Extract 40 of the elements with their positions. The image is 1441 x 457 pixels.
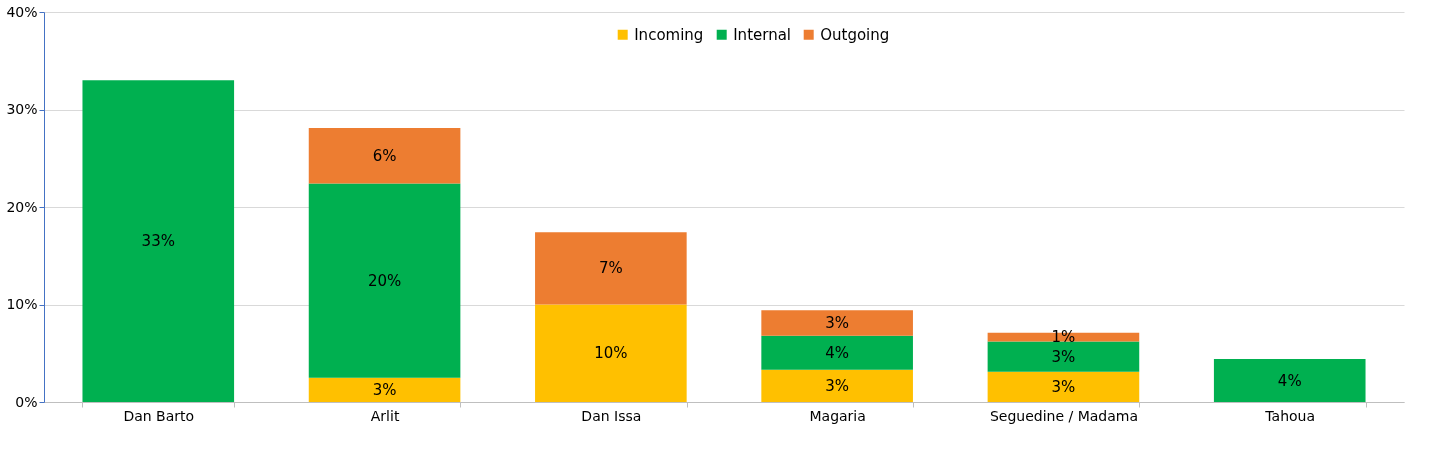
bar (761, 335, 913, 370)
x-tick-label: Magaria (809, 407, 866, 424)
bar (761, 369, 913, 402)
data-label: 3% (1051, 377, 1076, 396)
bar (535, 232, 687, 305)
x-tick-label: Arlit (370, 407, 400, 424)
data-label: 7% (598, 259, 623, 278)
data-label: 3% (372, 380, 397, 399)
bar (535, 304, 687, 402)
data-label: 6% (372, 146, 397, 165)
data-label: 10% (594, 344, 628, 363)
bar (1213, 359, 1366, 402)
legend-label: Internal (733, 25, 792, 44)
bar (308, 183, 461, 378)
data-label: 3% (1051, 347, 1076, 366)
data-label: 4% (825, 343, 850, 362)
bar (987, 332, 1140, 342)
data-label: 3% (825, 314, 850, 333)
bar (987, 341, 1140, 372)
y-tick-label: 10% (6, 296, 38, 312)
data-label: 1% (1051, 328, 1076, 347)
bar (82, 80, 235, 402)
x-tick-label: Seguedine / Madama (989, 407, 1138, 424)
y-tick-label: 0% (15, 393, 38, 410)
data-label: 20% (367, 271, 402, 290)
legend-label: Incoming (634, 25, 704, 44)
y-tick-label: 40% (6, 3, 38, 20)
bar (308, 128, 461, 184)
bar (987, 371, 1140, 402)
bar (308, 377, 461, 402)
data-label: 3% (825, 376, 850, 395)
x-tick-label: Dan Issa (581, 407, 642, 424)
bar (761, 310, 913, 336)
y-tick-label: 20% (6, 198, 38, 215)
data-label: 4% (1277, 371, 1302, 390)
x-tick-label: Tahoua (1264, 407, 1316, 424)
x-tick-label: Dan Barto (123, 407, 195, 424)
y-tick-label: 30% (6, 101, 38, 117)
legend-label: Outgoing (820, 25, 890, 44)
data-label: 33% (141, 232, 175, 251)
